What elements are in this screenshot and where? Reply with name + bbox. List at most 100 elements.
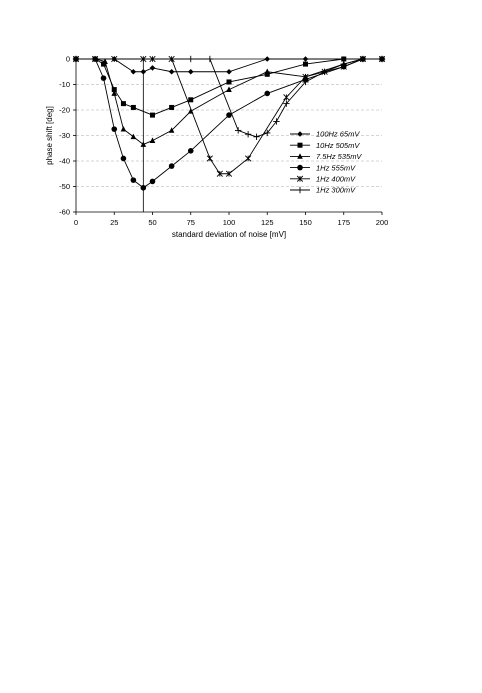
data-point-triangle	[297, 153, 303, 159]
legend-label: 7.5Hz 535mV	[316, 152, 362, 161]
data-point-square	[188, 97, 194, 103]
data-point-diamond	[302, 56, 309, 62]
data-point-square	[169, 104, 175, 110]
data-point-circle	[226, 112, 232, 118]
x-tick-label: 175	[337, 218, 350, 227]
data-point-triangle	[140, 141, 147, 147]
data-point-triangle	[168, 127, 175, 133]
x-tick-label: 25	[110, 218, 118, 227]
legend-label: 10Hz 505mV	[316, 141, 360, 150]
data-point-star	[245, 155, 252, 162]
data-point-plus	[72, 55, 80, 63]
legend-entry: 7.5Hz 535mV	[290, 152, 362, 161]
x-tick-label: 100	[223, 218, 236, 227]
y-axis-label: phase shift [deg]	[45, 106, 54, 165]
data-point-plus	[273, 118, 280, 125]
x-tick-label: 125	[261, 218, 274, 227]
y-tick-label: -50	[59, 182, 70, 191]
axes: 0 25 50 75 100 125 150 175 200 0 -10 -20 -30 -40 -50 -6…	[59, 55, 388, 227]
data-point-plus	[321, 68, 328, 75]
x-tick-label: 0	[74, 218, 78, 227]
data-point-diamond	[149, 65, 156, 71]
data-point-plus	[264, 129, 271, 137]
data-point-plus	[187, 55, 194, 63]
data-point-circle	[111, 126, 118, 132]
data-point-square	[264, 71, 270, 77]
data-point-circle	[264, 90, 271, 97]
data-point-square	[130, 104, 136, 110]
y-tick-label: 0	[66, 55, 70, 64]
data-point-circle	[140, 184, 147, 191]
series-line	[76, 58, 382, 138]
data-point-plus	[340, 60, 347, 68]
legend-entry: 100Hz 65mV	[290, 130, 360, 139]
legend-entry: 10Hz 505mV	[290, 141, 360, 150]
data-point-star	[296, 175, 304, 182]
data-point-diamond	[187, 68, 194, 75]
data-point-star	[283, 94, 290, 101]
data-point-diamond	[130, 68, 137, 75]
series-1	[73, 56, 385, 75]
legend-label: 100Hz 65mV	[316, 130, 360, 139]
data-point-plus	[206, 55, 214, 63]
data-point-triangle	[130, 133, 137, 140]
data-point-triangle	[120, 125, 127, 132]
series-6	[72, 55, 386, 140]
legend-entry: 1Hz 555mV	[290, 163, 356, 172]
data-point-square	[120, 101, 126, 107]
data-point-plus	[378, 55, 386, 63]
series-line	[76, 58, 382, 73]
data-point-diamond	[168, 68, 175, 75]
legend-label: 1Hz 555mV	[316, 163, 356, 172]
y-tick-label: -60	[59, 208, 70, 217]
data-point-circle	[187, 148, 194, 154]
data-point-square	[297, 142, 303, 148]
y-tick-label: -30	[59, 131, 70, 140]
data-point-star	[302, 73, 309, 80]
y-tick-label: -20	[59, 106, 70, 115]
data-point-circle	[297, 164, 303, 171]
data-point-triangle	[111, 90, 118, 96]
legend-entry: 1Hz 300mV	[290, 186, 356, 195]
x-axis-label: standard deviation of noise [mV]	[172, 230, 286, 239]
legend-entry: 1Hz 400mV	[290, 175, 356, 184]
data-point-plus	[296, 186, 304, 194]
data-point-triangle	[149, 137, 156, 143]
data-point-diamond	[264, 56, 271, 62]
data-point-plus	[244, 131, 252, 138]
data-point-star	[225, 170, 233, 177]
y-tick-label: -10	[59, 80, 70, 89]
data-point-triangle	[102, 58, 108, 64]
data-point-circle	[149, 178, 156, 185]
x-tick-label: 75	[187, 218, 195, 227]
data-point-diamond	[226, 68, 232, 75]
data-point-star	[206, 155, 213, 162]
data-point-star	[216, 170, 223, 177]
data-point-diamond	[140, 68, 147, 75]
data-point-square	[341, 56, 347, 62]
data-point-circle	[120, 155, 127, 162]
data-point-circle	[130, 177, 137, 183]
x-tick-label: 50	[148, 218, 156, 227]
data-point-square	[303, 61, 308, 67]
data-point-square	[150, 112, 155, 118]
data-point-triangle	[264, 68, 271, 75]
grid-lines	[76, 84, 382, 187]
y-tick-label: -40	[59, 157, 70, 166]
legend-label: 1Hz 300mV	[316, 186, 356, 195]
x-tick-label: 200	[376, 218, 389, 227]
series-layer	[72, 55, 386, 191]
data-point-circle	[168, 163, 175, 169]
data-point-square	[101, 61, 107, 67]
data-point-plus	[359, 55, 367, 63]
x-tick-label: 150	[299, 218, 312, 227]
legend-label: 1Hz 400mV	[316, 175, 356, 184]
data-point-diamond	[297, 131, 303, 137]
data-point-square	[111, 87, 117, 93]
data-point-square	[226, 79, 232, 85]
data-point-circle	[100, 75, 107, 81]
data-point-plus	[253, 133, 260, 140]
data-point-plus	[283, 100, 290, 107]
data-point-triangle	[226, 86, 232, 92]
